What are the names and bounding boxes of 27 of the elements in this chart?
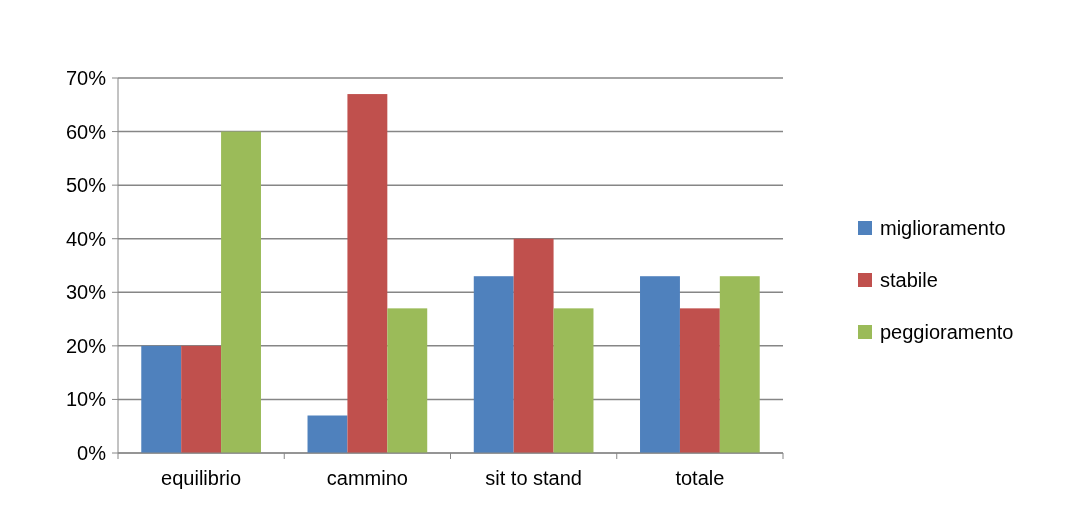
y-tick-label: 70% [65, 67, 107, 89]
bar [347, 94, 388, 453]
y-tick-label: 60% [65, 120, 107, 143]
bar [640, 276, 680, 453]
x-tick-label: totale [675, 467, 725, 489]
y-tick-label: 20% [65, 334, 107, 357]
bar [307, 415, 348, 453]
y-tick-label: 40% [65, 227, 107, 250]
bar [141, 345, 182, 453]
legend-label: miglioramento [880, 217, 1006, 239]
bar [473, 276, 514, 453]
bar [513, 238, 554, 453]
bar [387, 308, 428, 453]
bar [719, 276, 760, 453]
bar [553, 308, 594, 453]
y-tick-label: 50% [65, 174, 107, 197]
x-tick-label: equilibrio [161, 467, 242, 489]
bar [679, 308, 720, 453]
legend-label: peggioramento [880, 321, 1014, 343]
bar [181, 345, 222, 453]
x-tick-label: cammino [326, 467, 408, 489]
y-tick-label: 10% [65, 388, 107, 411]
x-tick-label: sit to stand [485, 467, 582, 489]
y-tick-label: 0% [77, 442, 107, 464]
y-tick-label: 30% [65, 281, 107, 304]
legend-label: stabile [880, 269, 938, 291]
bar [221, 131, 261, 453]
